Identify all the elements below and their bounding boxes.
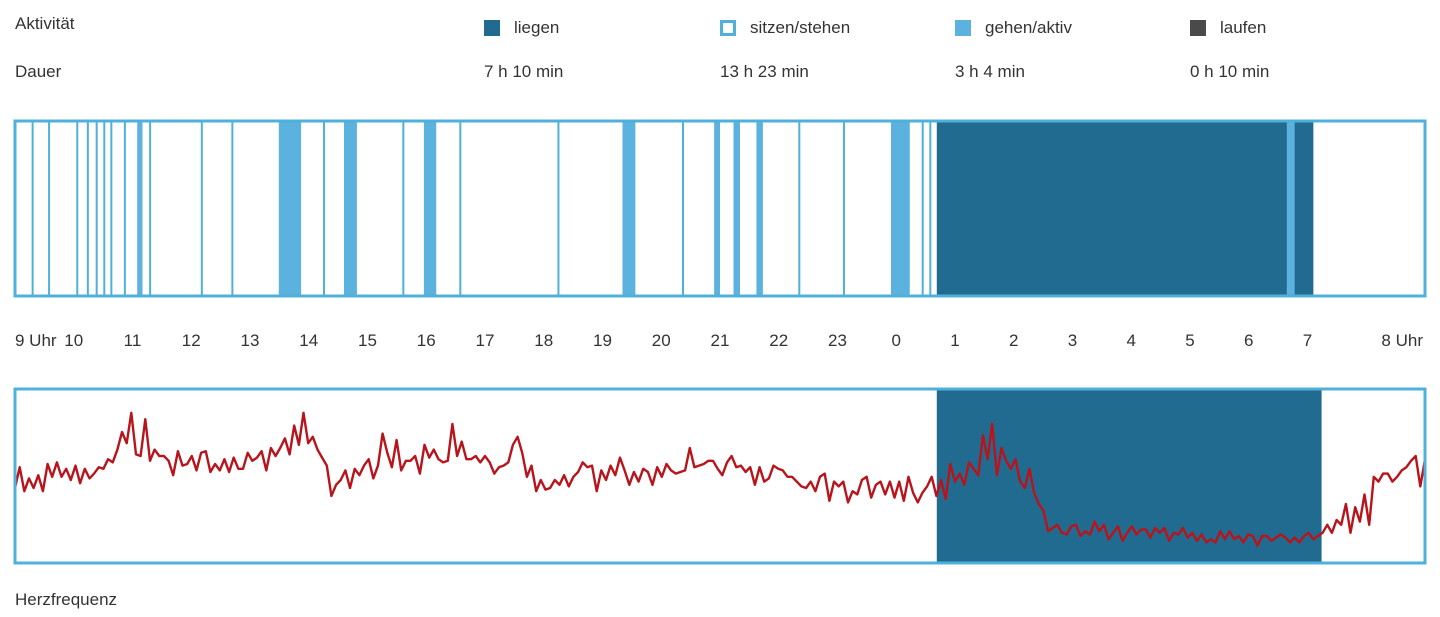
duration-sitzen: 13 h 23 min — [720, 62, 809, 81]
activity-segment-gehen — [622, 121, 636, 296]
heart-frame — [13, 387, 1427, 565]
legend-label-gehen: gehen/aktiv — [985, 18, 1072, 37]
time-tick-label: 9 Uhr — [15, 331, 57, 350]
time-tick-label: 12 — [182, 331, 201, 350]
time-tick-label: 14 — [299, 331, 318, 350]
outlined-blue-square-icon — [720, 20, 736, 36]
time-tick-label: 8 Uhr — [1381, 331, 1423, 350]
activity-timeline — [13, 119, 1427, 298]
duration-laufen: 0 h 10 min — [1190, 62, 1270, 81]
time-tick-label: 6 — [1244, 331, 1253, 350]
time-tick-label: 19 — [593, 331, 612, 350]
time-tick-label: 20 — [652, 331, 671, 350]
duration-gehen: 3 h 4 min — [955, 62, 1025, 81]
time-tick-label: 13 — [241, 331, 260, 350]
legend-item-sitzen: sitzen/stehen — [720, 17, 850, 39]
time-tick-label: 4 — [1127, 331, 1136, 350]
activity-segment-gehen — [278, 121, 302, 296]
time-tick-label: 21 — [711, 331, 730, 350]
legend-item-gehen: gehen/aktiv — [955, 17, 1072, 39]
legend-label-liegen: liegen — [514, 18, 560, 37]
filled-light-blue-square-icon — [955, 20, 971, 36]
sleep-band — [936, 389, 1322, 563]
activity-frame — [13, 119, 1427, 298]
time-tick-label: 18 — [534, 331, 553, 350]
time-tick-label: 3 — [1068, 331, 1077, 350]
heart-rate-label: Herzfrequenz — [15, 590, 118, 609]
time-axis: 9 Uhr 10 11 12 13 14 15 16 17 18 19 20 21 22 23 0 1 2 3 4 5 6… — [15, 331, 1423, 350]
legend-label-sitzen: sitzen/stehen — [750, 18, 851, 37]
activity-segment-gehen — [714, 121, 720, 296]
activity-segment-gehen — [890, 121, 910, 296]
activity-segment-gehen — [733, 121, 740, 296]
time-tick-label: 2 — [1009, 331, 1018, 350]
activity-segment-gehen — [1286, 121, 1295, 296]
time-tick-label: 7 — [1303, 331, 1312, 350]
activity-segment-gehen — [344, 121, 357, 296]
legend-label-laufen: laufen — [1220, 18, 1267, 37]
legend-item-laufen: laufen — [1190, 17, 1266, 39]
activity-segment-gehen — [423, 121, 437, 296]
time-tick-label: 11 — [124, 331, 142, 350]
time-tick-label: 16 — [417, 331, 436, 350]
time-tick-label: 23 — [828, 331, 847, 350]
time-tick-label: 17 — [476, 331, 495, 350]
duration-liegen: 7 h 10 min — [484, 62, 564, 81]
time-tick-label: 22 — [769, 331, 788, 350]
time-tick-label: 5 — [1185, 331, 1194, 350]
activity-segment-gehen — [137, 121, 143, 296]
activity-segment-gehen — [756, 121, 763, 296]
time-tick-label: 1 — [950, 331, 959, 350]
time-tick-label: 0 — [892, 331, 901, 350]
filled-dark-gray-square-icon — [1190, 20, 1206, 36]
time-tick-label: 10 — [64, 331, 83, 350]
activity-segment-liegen — [936, 121, 1287, 296]
activity-segment-liegen — [1294, 121, 1314, 296]
filled-dark-blue-square-icon — [484, 20, 500, 36]
time-tick-label: 15 — [358, 331, 377, 350]
heart-rate-plot — [13, 387, 1427, 565]
duration-label: Dauer — [15, 62, 62, 81]
heart-rate-line — [13, 411, 1427, 547]
legend-item-liegen: liegen — [484, 17, 559, 39]
activity-label: Aktivität — [15, 14, 75, 33]
